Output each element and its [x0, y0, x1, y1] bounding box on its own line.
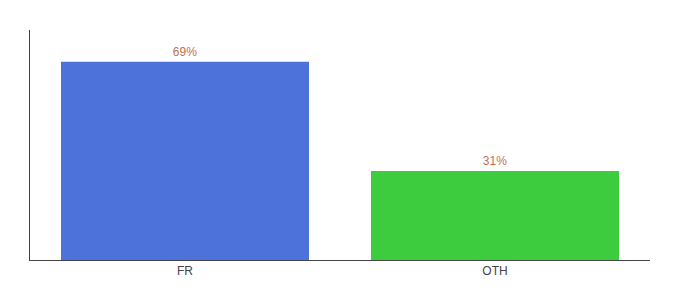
svg-text:31%: 31%: [483, 154, 507, 168]
svg-text:FR: FR: [177, 264, 193, 278]
svg-text:OTH: OTH: [482, 264, 507, 278]
svg-text:69%: 69%: [173, 45, 197, 59]
